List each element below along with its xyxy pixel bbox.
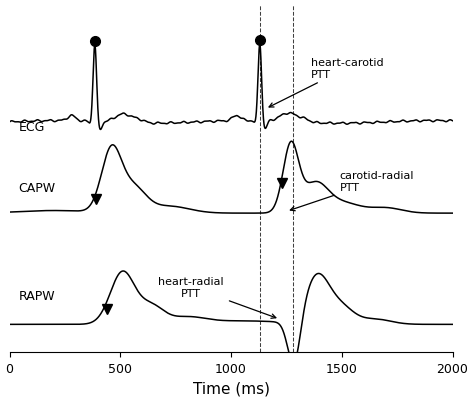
Text: carotid-radial
PTT: carotid-radial PTT (291, 171, 414, 211)
Text: heart-carotid
PTT: heart-carotid PTT (269, 58, 383, 108)
Text: CAPW: CAPW (18, 181, 55, 194)
X-axis label: Time (ms): Time (ms) (192, 381, 270, 395)
Text: heart-radial
PTT: heart-radial PTT (158, 277, 276, 318)
Text: RAPW: RAPW (18, 290, 55, 302)
Text: ECG: ECG (18, 120, 45, 134)
